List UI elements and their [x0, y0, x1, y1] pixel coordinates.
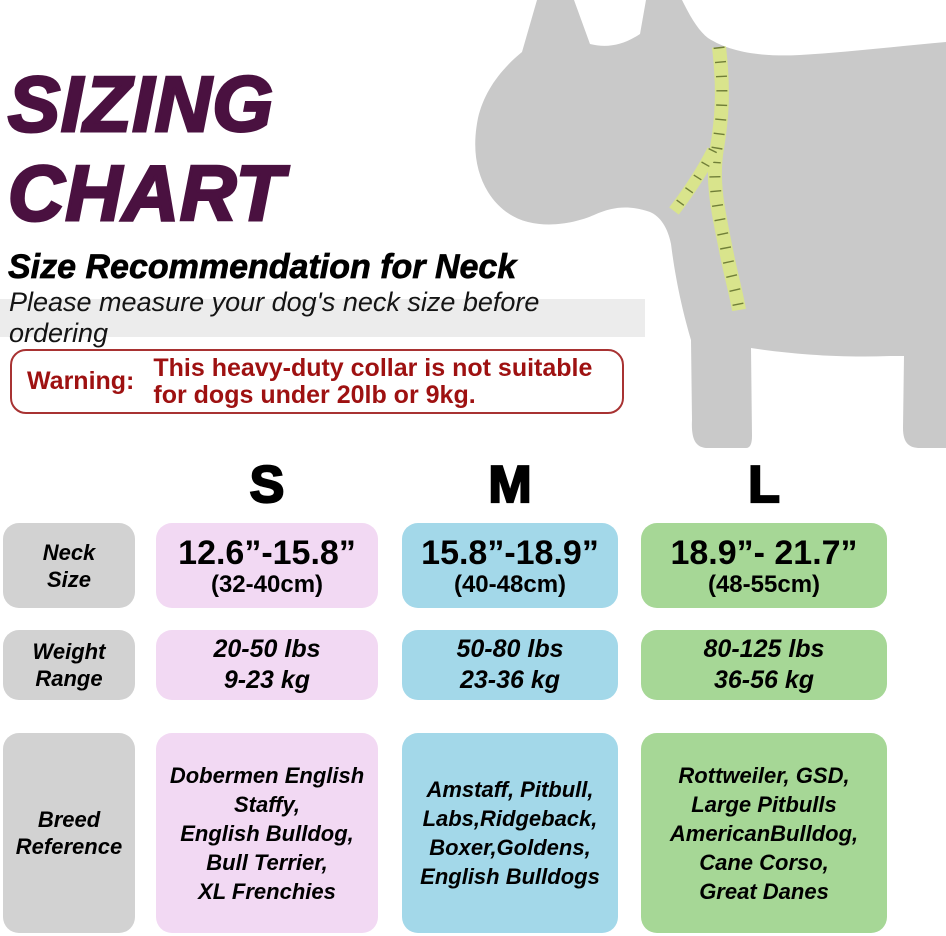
cell-weight-s: 20-50 lbs 9-23 kg	[156, 630, 378, 700]
cell-breeds-l: Rottweiler, GSD, Large Pitbulls American…	[641, 733, 887, 933]
weight-m-text: 50-80 lbs 23-36 kg	[456, 635, 564, 694]
cell-neck-size-s: 12.6”-15.8” (32-40cm)	[156, 523, 378, 608]
cell-neck-size-l: 18.9”- 21.7” (48-55cm)	[641, 523, 887, 608]
warning-text: This heavy-duty collar is not suitable f…	[153, 353, 593, 409]
neck-size-m-cm: (40-48cm)	[453, 571, 567, 598]
column-header-size-l: L	[747, 455, 781, 515]
row-label-neck-size: Neck Size	[3, 523, 135, 608]
column-header-size-m: M	[487, 455, 533, 515]
cell-neck-size-m: 15.8”-18.9” (40-48cm)	[402, 523, 618, 608]
dog-silhouette-illustration	[475, 0, 946, 448]
page-title: SIZING CHART	[7, 59, 286, 239]
instruction-text: Please measure your dog's neck size befo…	[9, 287, 540, 348]
warning-label: Warning:	[27, 367, 135, 395]
cell-weight-l: 80-125 lbs 36-56 kg	[641, 630, 887, 700]
row-label-breed-reference-text: Breed Reference	[15, 807, 123, 859]
cell-breeds-s: Dobermen English Staffy, English Bulldog…	[156, 733, 378, 933]
weight-l-text: 80-125 lbs 36-56 kg	[703, 635, 825, 694]
row-label-weight-range: Weight Range	[3, 630, 135, 700]
row-label-neck-size-text: Neck Size	[42, 539, 96, 592]
neck-size-l-inches: 18.9”- 21.7”	[670, 534, 858, 572]
weight-s-text: 20-50 lbs 9-23 kg	[213, 635, 321, 694]
neck-size-s-cm: (32-40cm)	[210, 571, 324, 598]
page-subtitle: Size Recommendation for Neck	[8, 248, 517, 287]
neck-size-l-cm: (48-55cm)	[707, 571, 821, 598]
measuring-tape-branch	[669, 147, 719, 215]
neck-size-s-inches: 12.6”-15.8”	[178, 534, 356, 572]
cell-breeds-m: Amstaff, Pitbull, Labs,Ridgeback, Boxer,…	[402, 733, 618, 933]
neck-size-m-inches: 15.8”-18.9”	[421, 534, 599, 572]
dog-body-silhouette	[475, 0, 946, 448]
measuring-tape	[707, 46, 746, 312]
cell-weight-m: 50-80 lbs 23-36 kg	[402, 630, 618, 700]
column-header-size-s: S	[249, 455, 286, 515]
breeds-s-text: Dobermen English Staffy, English Bulldog…	[169, 762, 365, 904]
breeds-l-text: Rottweiler, GSD, Large Pitbulls American…	[669, 762, 859, 904]
warning-box: Warning: This heavy-duty collar is not s…	[10, 349, 624, 414]
breeds-m-text: Amstaff, Pitbull, Labs,Ridgeback, Boxer,…	[420, 777, 600, 889]
instruction-band: Please measure your dog's neck size befo…	[0, 287, 645, 348]
row-label-breed-reference: Breed Reference	[3, 733, 135, 933]
row-label-weight-range-text: Weight Range	[32, 639, 106, 691]
